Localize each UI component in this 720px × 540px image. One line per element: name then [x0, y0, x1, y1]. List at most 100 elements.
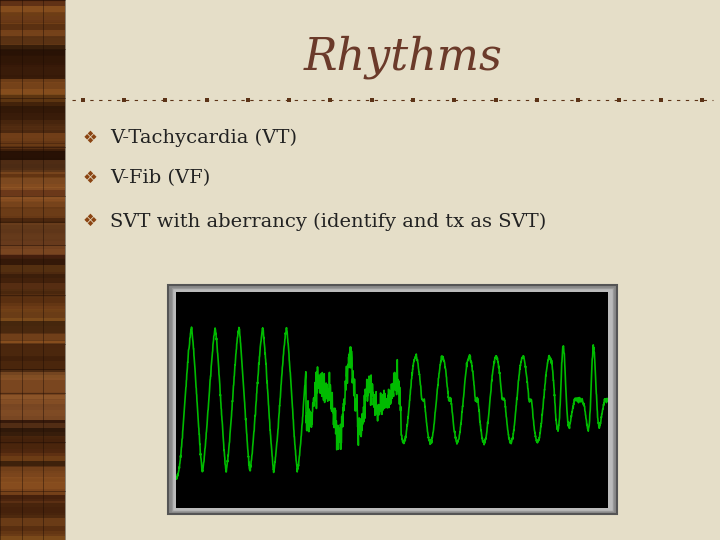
Bar — [0, 30, 65, 36]
Bar — [0, 294, 65, 309]
Bar — [0, 230, 65, 241]
Bar — [0, 136, 65, 144]
Bar — [0, 467, 65, 495]
Bar — [0, 190, 65, 195]
Bar — [0, 440, 65, 451]
Bar — [0, 291, 65, 303]
Bar — [0, 198, 65, 222]
Bar — [0, 144, 65, 172]
Text: ❖: ❖ — [83, 212, 98, 231]
Bar — [0, 503, 65, 517]
Bar — [0, 333, 65, 340]
Bar — [0, 216, 65, 246]
Bar — [0, 188, 65, 208]
Bar — [0, 65, 65, 83]
Bar — [0, 344, 65, 373]
Bar — [0, 282, 65, 306]
Bar — [0, 278, 65, 309]
Bar — [0, 109, 65, 129]
Bar — [0, 379, 65, 397]
Bar — [0, 55, 65, 77]
Bar — [0, 254, 65, 266]
Bar — [0, 242, 65, 248]
Bar — [0, 24, 65, 38]
Bar — [0, 400, 65, 428]
Bar — [0, 138, 65, 147]
Bar — [0, 16, 65, 23]
Bar — [0, 449, 65, 456]
Bar — [0, 321, 65, 341]
Bar — [0, 495, 65, 501]
Bar — [0, 158, 65, 167]
Bar — [0, 160, 65, 177]
Bar — [0, 468, 65, 482]
Bar — [0, 138, 65, 159]
Bar — [0, 467, 65, 475]
Bar — [0, 461, 65, 477]
Bar — [176, 292, 608, 508]
Bar — [0, 94, 65, 127]
Bar — [0, 478, 65, 482]
Bar — [0, 184, 65, 201]
Bar — [0, 395, 65, 420]
Bar — [0, 259, 65, 283]
Bar — [0, 369, 65, 375]
Bar — [0, 64, 65, 77]
Bar — [0, 116, 65, 138]
Bar — [0, 489, 65, 512]
Bar — [0, 370, 65, 399]
Bar — [0, 16, 65, 44]
Bar — [0, 201, 65, 208]
Bar — [0, 12, 65, 32]
Bar — [0, 410, 65, 416]
Bar — [0, 468, 65, 473]
Bar — [0, 507, 65, 536]
Bar — [0, 420, 65, 444]
Bar — [0, 0, 65, 6]
Bar — [0, 160, 65, 174]
Bar — [0, 145, 65, 159]
Bar — [0, 178, 65, 207]
Bar — [0, 178, 65, 201]
Bar — [0, 428, 65, 453]
Bar — [0, 248, 65, 265]
Bar — [0, 471, 65, 478]
Bar — [0, 0, 65, 3]
Bar — [0, 207, 65, 234]
Bar — [0, 144, 65, 151]
Bar — [0, 380, 65, 401]
Text: SVT with aberrancy (identify and tx as SVT): SVT with aberrancy (identify and tx as S… — [110, 212, 546, 231]
Bar — [0, 120, 65, 127]
Bar — [0, 223, 65, 255]
Bar — [0, 392, 65, 400]
Bar — [0, 436, 65, 461]
Bar — [0, 130, 65, 153]
Bar — [168, 285, 617, 514]
Bar — [0, 102, 65, 129]
Bar — [0, 404, 65, 431]
Bar — [0, 370, 65, 392]
Bar — [0, 334, 65, 345]
Bar — [0, 51, 65, 82]
Text: Rhythms: Rhythms — [304, 35, 503, 79]
Bar — [0, 235, 65, 256]
Bar — [0, 348, 65, 373]
Bar — [0, 127, 65, 150]
Bar — [0, 482, 65, 495]
Bar — [0, 149, 65, 164]
Bar — [0, 526, 65, 531]
Bar — [0, 26, 65, 41]
Bar — [0, 239, 65, 248]
Bar — [0, 37, 65, 44]
Bar — [0, 312, 65, 318]
Text: V-Tachycardia (VT): V-Tachycardia (VT) — [110, 129, 297, 147]
Bar — [0, 75, 65, 89]
Bar — [0, 299, 65, 312]
Bar — [0, 233, 65, 258]
Bar — [0, 0, 65, 540]
Bar — [0, 200, 65, 218]
Bar — [0, 489, 65, 500]
Bar — [0, 195, 65, 199]
Bar — [0, 208, 65, 225]
Bar — [0, 356, 65, 361]
